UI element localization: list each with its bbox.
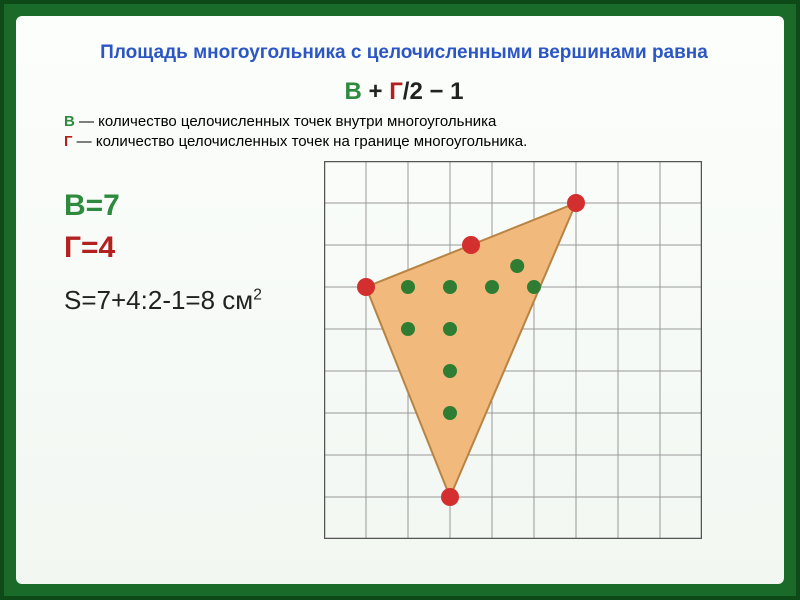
desc-g-sym: Г	[64, 133, 73, 150]
slide-frame: Площадь многоугольника с целочисленными …	[0, 0, 800, 600]
formula-v: В	[344, 78, 361, 105]
slide-title: Площадь многоугольника с целочисленными …	[64, 42, 744, 64]
desc-g-text: — количество целочисленных точек на гран…	[73, 133, 528, 150]
desc-line-v: В — количество целочисленных точек внутр…	[64, 112, 744, 132]
result-main: S=7+4:2-1=8 см	[64, 285, 253, 315]
result: S=7+4:2-1=8 см2	[64, 285, 324, 316]
desc-v-text: — количество целочисленных точек внутри …	[75, 113, 497, 130]
left-column: В=7 Г=4 S=7+4:2-1=8 см2	[64, 161, 324, 539]
lattice-chart	[324, 161, 702, 539]
content-row: В=7 Г=4 S=7+4:2-1=8 см2	[64, 161, 744, 539]
result-sup: 2	[253, 286, 262, 303]
formula-plus: +	[362, 78, 389, 105]
slide-inner: Площадь многоугольника с целочисленными …	[16, 16, 784, 584]
description: В — количество целочисленных точек внутр…	[64, 112, 744, 151]
formula-tail: /2 − 1	[403, 78, 464, 105]
eq-v: В=7	[64, 189, 324, 223]
desc-line-g: Г — количество целочисленных точек на гр…	[64, 132, 744, 152]
chart-wrap	[324, 161, 744, 539]
formula-g: Г	[389, 78, 403, 105]
desc-v-sym: В	[64, 113, 75, 130]
picks-formula: В + Г/2 − 1	[64, 78, 744, 106]
eq-g: Г=4	[64, 231, 324, 265]
